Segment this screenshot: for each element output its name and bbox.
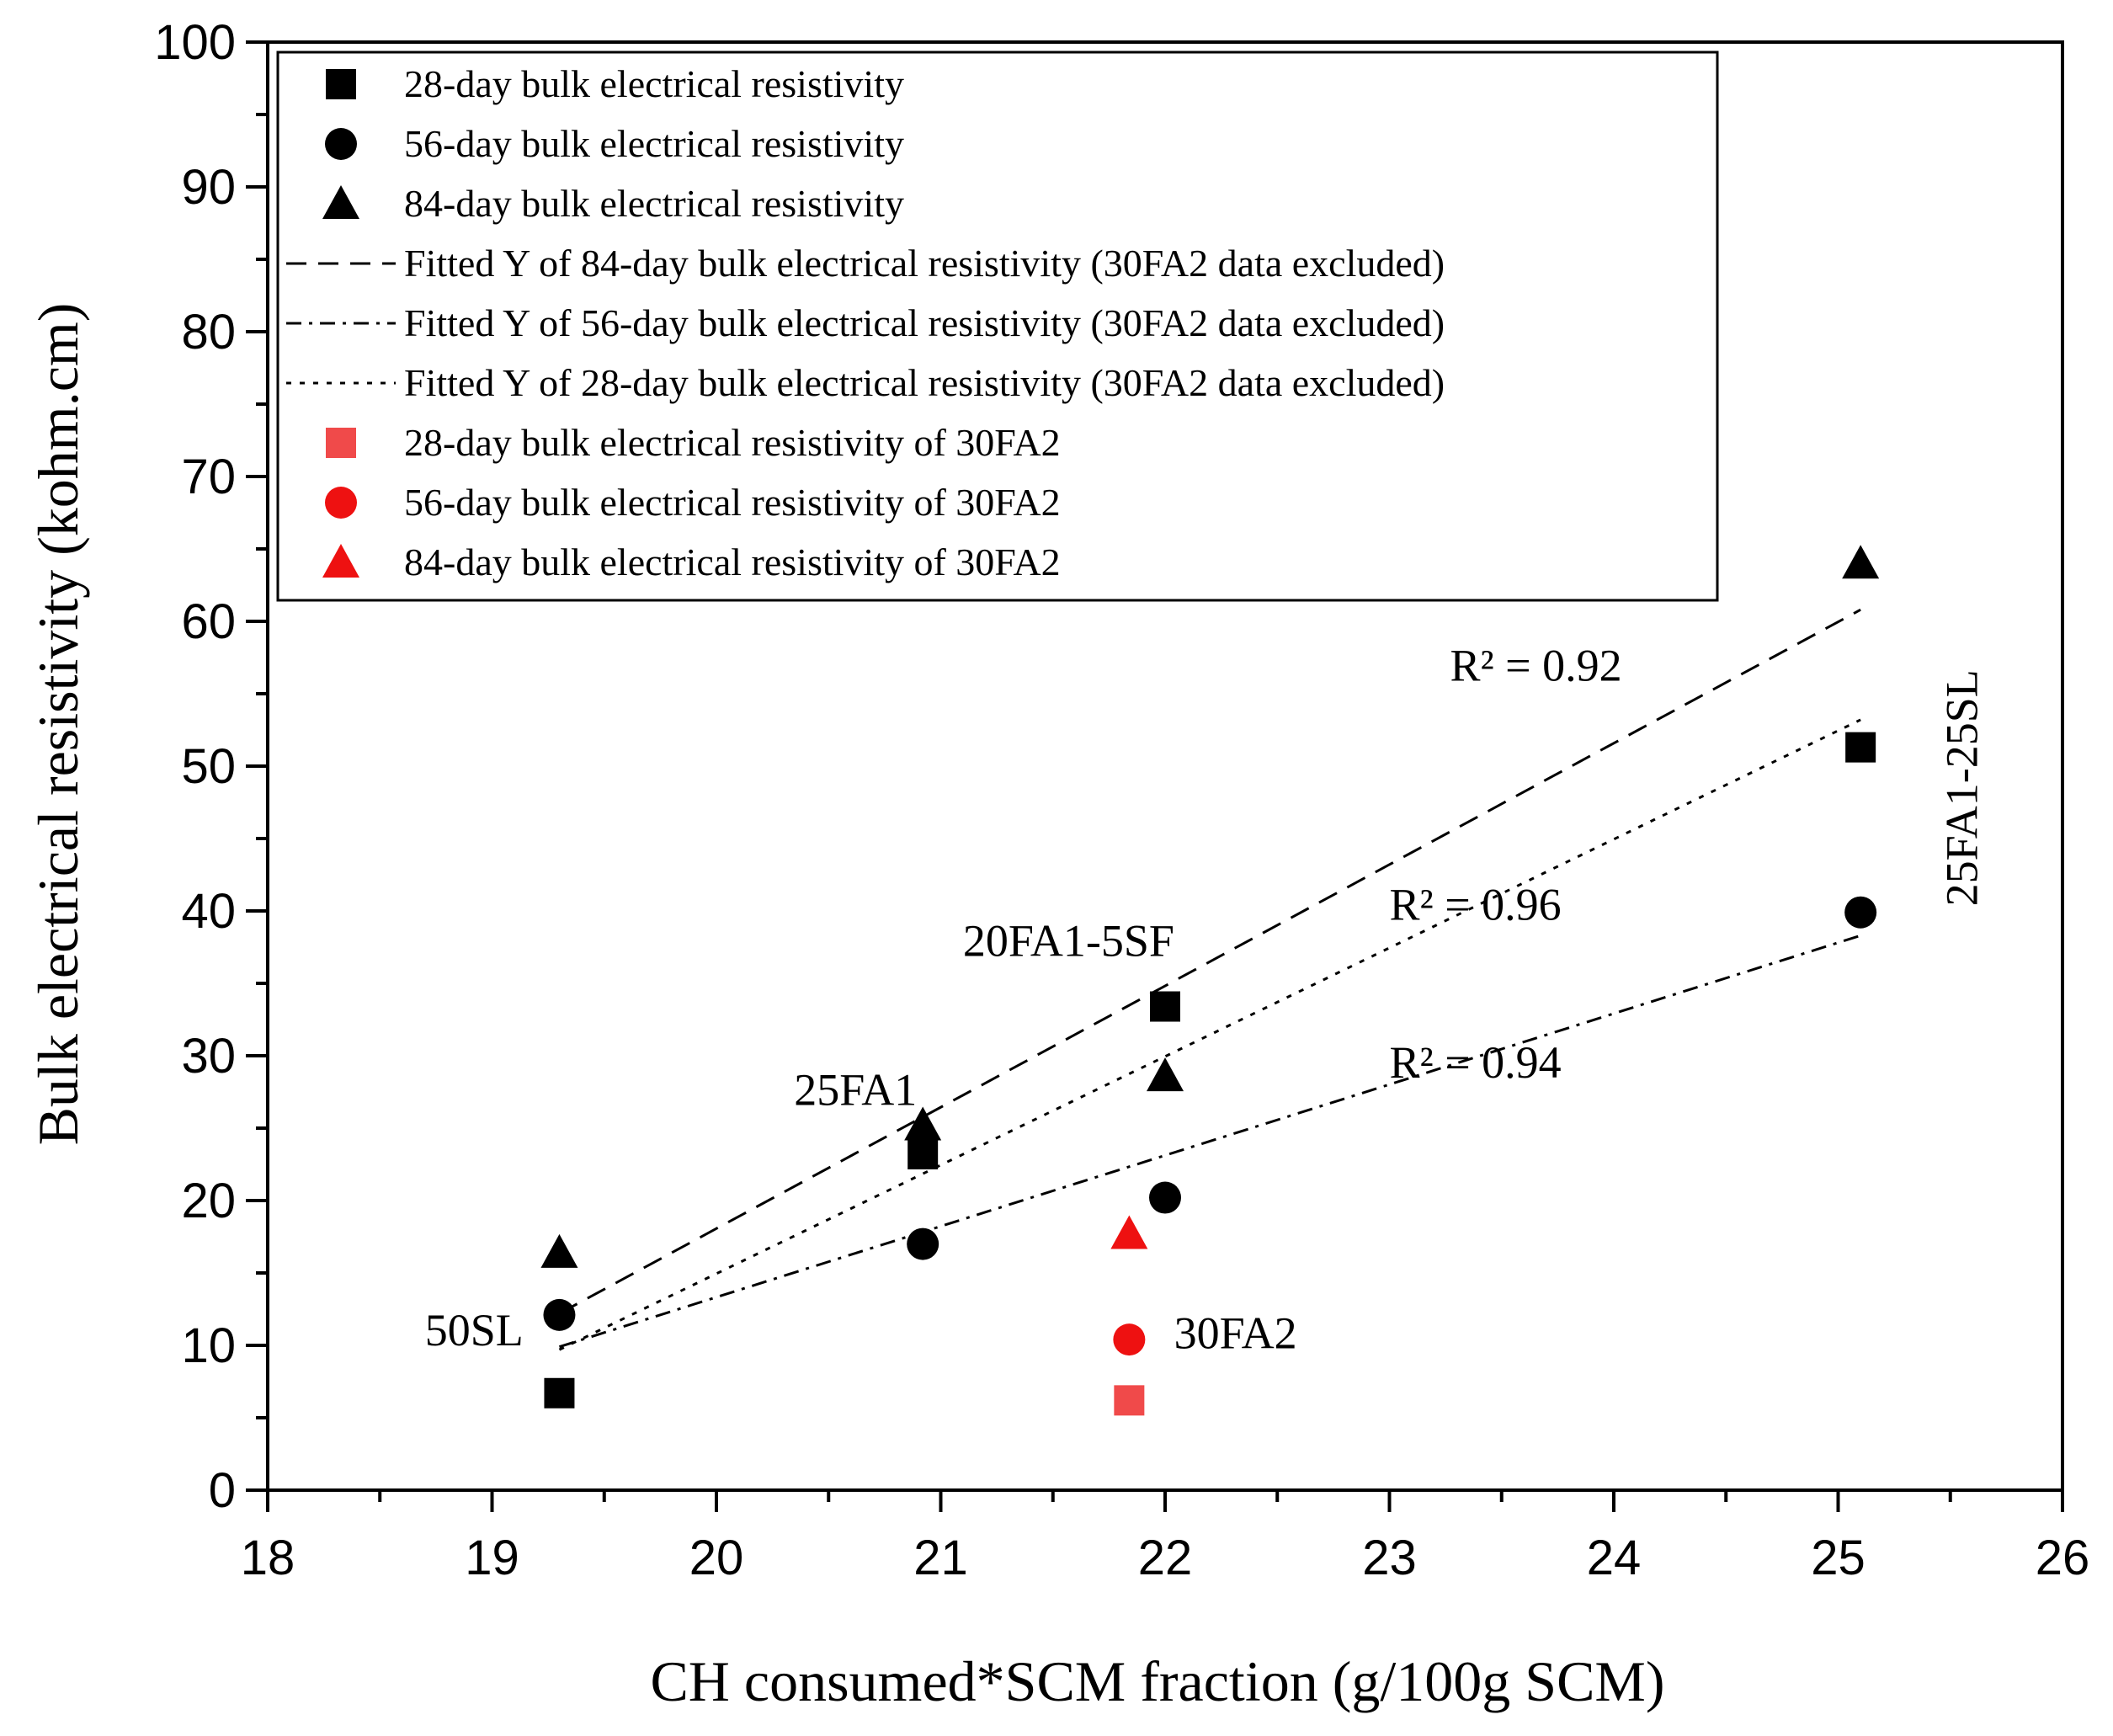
legend-marker-triangle — [322, 544, 359, 578]
x-tick-label: 19 — [465, 1531, 519, 1585]
y-tick-label: 0 — [209, 1463, 236, 1518]
data-point-triangle — [904, 1106, 942, 1141]
legend-marker-circle — [325, 487, 357, 519]
legend-marker-square — [326, 69, 356, 99]
point-annotation: 25FA1-25SL — [1937, 669, 1988, 906]
y-axis: 0 10 20 30 40 50 60 70 80 90 100 — [154, 15, 268, 1518]
data-point-triangle — [540, 1233, 578, 1268]
legend-entry-label: Fitted Y of 28-day bulk electrical resis… — [404, 361, 1445, 404]
data-point-square — [544, 1377, 575, 1409]
data-point-square — [1845, 732, 1876, 763]
legend-entry-label: 56-day bulk electrical resistivity of 30… — [404, 481, 1061, 524]
r-squared-label: R² = 0.96 — [1390, 879, 1562, 929]
data-point-triangle — [1842, 545, 1880, 579]
point-annotation: 25FA1 — [794, 1064, 917, 1115]
data-point-triangle — [1110, 1215, 1148, 1249]
data-point-square — [1114, 1385, 1145, 1416]
x-tick-label: 20 — [689, 1531, 744, 1585]
legend-box — [276, 51, 1719, 602]
y-tick-label: 90 — [181, 160, 236, 215]
fit-line-dashdot — [558, 934, 1861, 1349]
legend-marker-triangle — [322, 185, 359, 219]
legend-entry-label: 28-day bulk electrical resistivity of 30… — [404, 421, 1061, 464]
data-point-square — [907, 1138, 939, 1169]
y-tick-label: 30 — [181, 1029, 236, 1084]
legend-entry-label: Fitted Y of 56-day bulk electrical resis… — [404, 301, 1445, 344]
r-squared-label: R² = 0.92 — [1450, 641, 1621, 691]
data-point-square — [1150, 991, 1180, 1022]
y-tick-label: 10 — [181, 1318, 236, 1373]
x-axis: 18 19 20 21 22 23 24 25 26 — [241, 1490, 2090, 1585]
x-tick-label: 26 — [2036, 1531, 2090, 1585]
x-axis-title: CH consumed*SCM fraction (g/100g SCM) — [650, 1649, 1664, 1713]
x-tick-label: 25 — [1811, 1531, 1866, 1585]
fit-line-dashed — [558, 608, 1861, 1315]
legend-entry-label: Fitted Y of 84-day bulk electrical resis… — [404, 242, 1445, 285]
legend-entry-label: 28-day bulk electrical resistivity — [404, 62, 904, 105]
data-point-circle — [1844, 896, 1877, 929]
y-tick-label: 70 — [181, 450, 236, 504]
y-tick-label: 100 — [154, 15, 236, 70]
x-tick-label: 21 — [913, 1531, 968, 1585]
y-axis-title: Bulk electrical resistivity (kohm.cm) — [26, 303, 90, 1146]
annotations: 50SL 25FA1 20FA1-5SF 25FA1-25SL 30FA2 — [425, 669, 1988, 1358]
legend-entry-label: 56-day bulk electrical resistivity — [404, 122, 904, 165]
legend: 28-day bulk electrical resistivity 56-day… — [276, 51, 1719, 602]
y-tick-label: 50 — [181, 739, 236, 794]
data-point-circle — [543, 1298, 576, 1331]
data-point-circle — [1113, 1323, 1146, 1356]
y-tick-label: 20 — [181, 1174, 236, 1228]
data-point-triangle — [1147, 1057, 1184, 1092]
legend-marker-square — [326, 428, 356, 458]
y-tick-label: 40 — [181, 884, 236, 939]
r-squared-label: R² = 0.94 — [1390, 1037, 1562, 1088]
x-tick-label: 22 — [1138, 1531, 1193, 1585]
x-tick-label: 24 — [1587, 1531, 1642, 1585]
point-annotation: 20FA1-5SF — [963, 915, 1174, 966]
data-point-circle — [1149, 1181, 1181, 1214]
fit-lines — [558, 608, 1861, 1351]
x-tick-label: 23 — [1362, 1531, 1417, 1585]
legend-marker-circle — [325, 128, 357, 160]
legend-entry-label: 84-day bulk electrical resistivity of 30… — [404, 541, 1061, 583]
data-point-circle — [907, 1227, 939, 1260]
x-tick-label: 18 — [241, 1531, 295, 1585]
y-tick-label: 80 — [181, 305, 236, 359]
data-points — [540, 545, 1880, 1416]
fit-line-dotted — [558, 718, 1861, 1351]
r2-labels: R² = 0.92 R² = 0.96 R² = 0.94 — [1390, 641, 1622, 1088]
point-annotation: 50SL — [425, 1305, 524, 1355]
point-annotation: 30FA2 — [1174, 1307, 1297, 1358]
y-tick-label: 60 — [181, 594, 236, 649]
legend-entry-label: 84-day bulk electrical resistivity — [404, 182, 904, 225]
